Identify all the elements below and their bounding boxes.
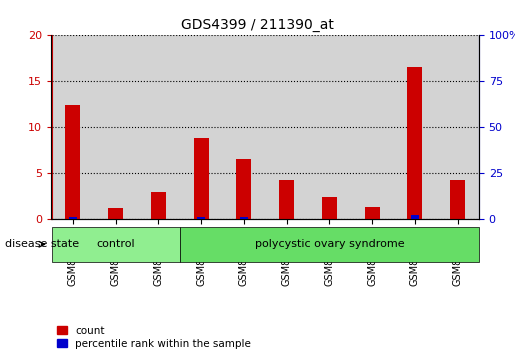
Bar [279,180,294,219]
Bar [222,35,265,219]
Bar [407,67,422,219]
Bar [197,217,205,219]
Bar [265,35,308,219]
Bar [240,217,248,219]
Bar [351,35,393,219]
FancyBboxPatch shape [52,227,180,262]
Bar [154,218,162,219]
Text: polycystic ovary syndrome: polycystic ovary syndrome [254,239,404,249]
Bar [393,35,436,219]
FancyBboxPatch shape [180,227,479,262]
Bar [108,209,123,219]
Legend: count, percentile rank within the sample: count, percentile rank within the sample [57,326,251,349]
Text: control: control [96,239,135,249]
Bar [69,217,77,219]
Bar [236,159,251,219]
Bar [322,198,337,219]
Bar [194,138,209,219]
Bar [365,207,380,219]
Bar [180,35,222,219]
Bar [52,35,94,219]
Bar [411,215,419,219]
Bar [308,35,351,219]
Text: GDS4399 / 211390_at: GDS4399 / 211390_at [181,18,334,32]
Bar [436,35,479,219]
Text: disease state: disease state [5,239,79,249]
Bar [325,218,333,219]
Bar [65,105,80,219]
Bar [94,35,137,219]
Bar [137,35,180,219]
Bar [450,180,465,219]
Bar [283,218,290,219]
Bar [151,192,166,219]
